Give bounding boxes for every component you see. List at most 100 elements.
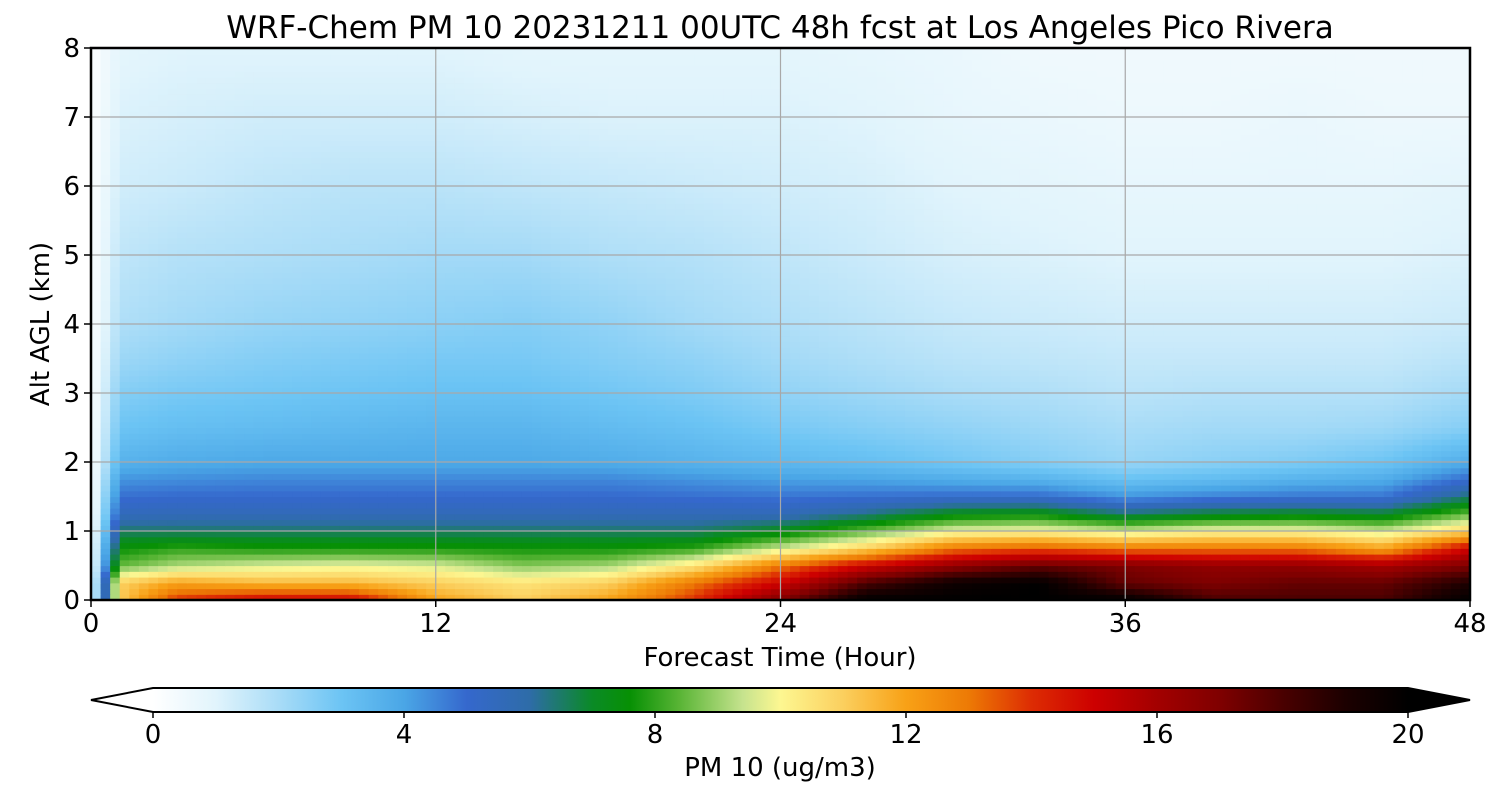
heatmap-cell <box>751 398 762 406</box>
heatmap-cell <box>790 508 801 515</box>
heatmap-cell <box>1153 439 1165 446</box>
heatmap-cell <box>560 490 571 498</box>
heatmap-cell <box>732 421 743 429</box>
heatmap-cell <box>541 508 552 515</box>
heatmap-cell <box>675 416 686 423</box>
heatmap-cell <box>943 456 954 463</box>
heatmap-cell <box>531 479 542 486</box>
heatmap-cell <box>1326 548 1337 555</box>
heatmap-cell <box>895 508 906 515</box>
heatmap-cell <box>1259 479 1270 486</box>
heatmap-cell <box>1211 410 1222 417</box>
heatmap-cell <box>1230 536 1241 544</box>
heatmap-cell <box>885 398 897 406</box>
heatmap-cell <box>972 467 983 475</box>
heatmap-cell <box>876 559 887 567</box>
heatmap-cell <box>129 421 140 429</box>
heatmap-cell <box>474 565 485 572</box>
heatmap-cell <box>656 467 667 475</box>
heatmap-cell <box>1086 548 1098 555</box>
heatmap-cell <box>158 404 169 411</box>
heatmap-cell <box>627 548 638 555</box>
heatmap-cell <box>627 531 638 538</box>
heatmap-cell <box>904 473 916 480</box>
heatmap-cell <box>962 462 973 469</box>
heatmap-cell <box>244 582 255 590</box>
heatmap-cell <box>694 450 705 457</box>
heatmap-cell <box>761 398 772 406</box>
heatmap-cell <box>636 525 648 532</box>
heatmap-cell <box>981 548 992 555</box>
heatmap-cell <box>837 588 849 595</box>
heatmap-cell <box>215 559 226 567</box>
heatmap-cell <box>215 502 226 509</box>
heatmap-cell <box>1221 416 1232 423</box>
heatmap-cell <box>339 577 351 584</box>
heatmap-cell <box>1450 456 1462 463</box>
heatmap-cell <box>924 404 935 411</box>
heatmap-cell <box>684 582 695 590</box>
heatmap-cell <box>339 496 351 503</box>
heatmap-cell <box>665 525 676 532</box>
heatmap-cell <box>617 548 628 555</box>
heatmap-cell <box>1383 536 1394 544</box>
heatmap-cell <box>857 473 868 480</box>
heatmap-cell <box>387 513 399 521</box>
heatmap-cell <box>167 571 178 578</box>
heatmap-cell <box>857 542 868 549</box>
heatmap-cell <box>320 398 332 406</box>
heatmap-cell <box>311 433 322 440</box>
heatmap-cell <box>541 548 552 555</box>
heatmap-cell <box>1307 410 1318 417</box>
heatmap-cell <box>177 485 188 492</box>
heatmap-cell <box>742 450 753 457</box>
heatmap-cell <box>1048 416 1059 423</box>
heatmap-cell <box>91 416 102 423</box>
heatmap-cell <box>550 571 561 578</box>
heatmap-cell <box>991 467 1002 475</box>
heatmap-cell <box>359 473 370 480</box>
heatmap-cell <box>1364 444 1375 452</box>
heatmap-cell <box>502 513 513 521</box>
heatmap-cell <box>1412 531 1423 538</box>
heatmap-cell <box>282 496 293 503</box>
heatmap-cell <box>244 542 255 549</box>
heatmap-cell <box>1240 508 1251 515</box>
heatmap-cell <box>1297 508 1308 515</box>
heatmap-cell <box>483 554 494 561</box>
heatmap-cell <box>933 410 944 417</box>
heatmap-cell <box>857 548 868 555</box>
heatmap-cell <box>445 398 456 406</box>
heatmap-cell <box>1393 427 1404 434</box>
heatmap-cell <box>426 554 437 561</box>
heatmap-cell <box>751 450 762 457</box>
heatmap-cell <box>1230 508 1241 515</box>
heatmap-cell <box>91 456 102 463</box>
heatmap-cell <box>1077 536 1088 544</box>
heatmap-cell <box>119 410 130 417</box>
heatmap-cell <box>531 548 542 555</box>
heatmap-cell <box>91 554 102 561</box>
heatmap-cell <box>981 404 992 411</box>
heatmap-cell <box>627 496 638 503</box>
heatmap-cell <box>493 519 504 526</box>
heatmap-cell <box>339 513 351 521</box>
heatmap-cell <box>656 513 667 521</box>
heatmap-cell <box>464 525 475 532</box>
heatmap-cell <box>723 542 734 549</box>
heatmap-cell <box>1019 559 1031 567</box>
heatmap-cell <box>1374 410 1385 417</box>
heatmap-cell <box>742 485 753 492</box>
heatmap-cell <box>158 502 169 509</box>
heatmap-cell <box>1297 565 1308 572</box>
heatmap-cell <box>617 416 628 423</box>
heatmap-cell <box>694 473 705 480</box>
heatmap-cell <box>1029 513 1040 521</box>
heatmap-cell <box>933 427 944 434</box>
heatmap-cell <box>1048 496 1059 503</box>
heatmap-cell <box>1019 404 1031 411</box>
heatmap-cell <box>282 519 293 526</box>
heatmap-cell <box>1431 513 1442 521</box>
heatmap-cell <box>1086 542 1098 549</box>
heatmap-cell <box>1125 479 1136 486</box>
